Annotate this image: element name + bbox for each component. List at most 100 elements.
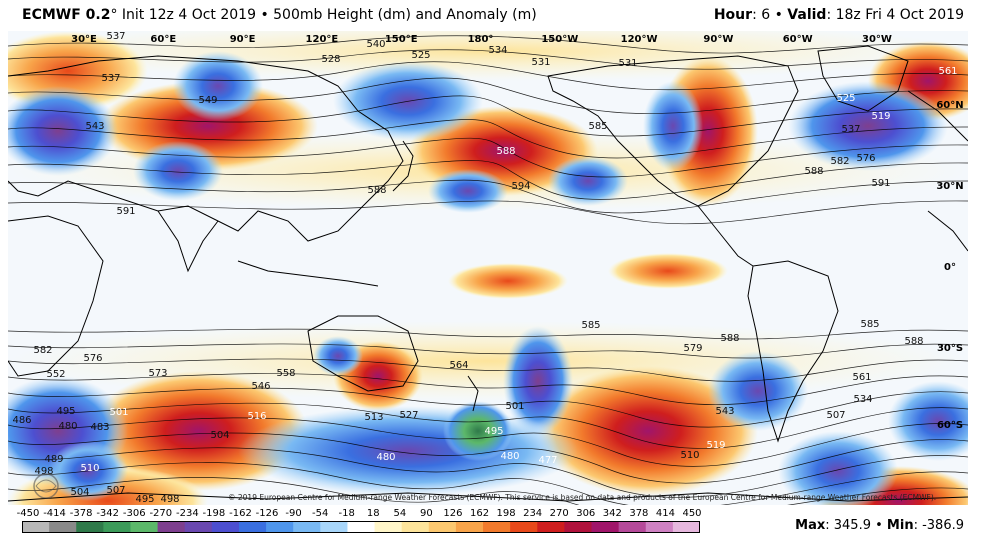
colorbar-swatch bbox=[22, 521, 50, 533]
colorbar-swatch bbox=[238, 521, 267, 533]
colorbar-tick-label: -18 bbox=[338, 508, 355, 519]
colorbar-tick-label: -270 bbox=[149, 508, 173, 519]
contour-label: 531 bbox=[618, 58, 637, 69]
contour-label: 585 bbox=[588, 121, 607, 132]
contour-label: 594 bbox=[511, 181, 530, 192]
valid-time: Hour: 6 • Valid: 18z Fri 4 Oct 2019 bbox=[714, 7, 964, 23]
colorbar-swatch bbox=[266, 521, 294, 533]
colorbar-swatch bbox=[618, 521, 647, 533]
colorbar-swatch bbox=[428, 521, 457, 533]
antarctica-outline bbox=[8, 492, 968, 502]
contour-label: 507 bbox=[826, 410, 845, 421]
colorbar-swatch bbox=[347, 521, 376, 533]
colorbar-tick-label: -234 bbox=[176, 508, 199, 519]
colorbar-tick-label: 162 bbox=[469, 508, 490, 519]
contour-label: 516 bbox=[247, 411, 266, 422]
colorbar-tick-label: -342 bbox=[96, 508, 120, 519]
contour-label: 552 bbox=[46, 369, 65, 380]
coastlines bbox=[8, 45, 968, 502]
colorbar-swatch bbox=[510, 521, 538, 533]
africa-outline bbox=[8, 215, 104, 377]
contour-label: 576 bbox=[856, 153, 875, 164]
colorbar-tick-label: 198 bbox=[496, 508, 516, 519]
contour-label: 519 bbox=[706, 440, 725, 451]
japan-outline bbox=[392, 140, 414, 192]
colorbar-swatch bbox=[672, 521, 700, 533]
colorbar-swatch bbox=[537, 521, 565, 533]
colorbar-tick-label: 414 bbox=[655, 508, 675, 519]
contour-label: 540 bbox=[366, 39, 385, 50]
colorbar-tick-label: 450 bbox=[682, 508, 702, 519]
model-name: ECMWF 0.2 bbox=[22, 7, 111, 23]
contour-label: 504 bbox=[70, 487, 89, 498]
contour-label: 591 bbox=[116, 206, 135, 217]
longitude-label: 30°E bbox=[71, 34, 97, 45]
map-title: ECMWF 0.2° Init 12z 4 Oct 2019 • 500mb H… bbox=[22, 7, 537, 23]
colorbar-swatch bbox=[157, 521, 186, 533]
indonesia-outline bbox=[237, 260, 379, 287]
colorbar-swatch bbox=[76, 521, 104, 533]
contour-label: 588 bbox=[804, 166, 823, 177]
hour-label: Hour bbox=[713, 7, 753, 23]
colorbar-tick-label: -414 bbox=[43, 508, 66, 519]
contour-label: 579 bbox=[683, 343, 702, 354]
colorbar-swatch bbox=[455, 521, 484, 533]
contour-label: 495 bbox=[484, 426, 503, 437]
latitude-label: 30°N bbox=[936, 181, 963, 192]
colorbar-tick-label: -198 bbox=[202, 508, 226, 519]
contour-label: 477 bbox=[538, 455, 557, 466]
colorbar-tick-label: 54 bbox=[393, 508, 407, 519]
latitude-label: 0° bbox=[944, 262, 956, 273]
south-america-outline bbox=[747, 260, 839, 443]
init-description: Init 12z 4 Oct 2019 • 500mb Height (dm) … bbox=[117, 7, 537, 23]
colorbar-tick-label: 270 bbox=[549, 508, 569, 519]
eurasia-outline bbox=[8, 55, 404, 242]
colorbar-swatch bbox=[645, 521, 674, 533]
contour-label: 504 bbox=[210, 430, 229, 441]
contour-label: 519 bbox=[871, 111, 890, 122]
north-america-outline bbox=[547, 55, 799, 207]
valid-value: : 18z Fri 4 Oct 2019 bbox=[826, 7, 964, 23]
colorbar-tick-label: 306 bbox=[576, 508, 596, 519]
longitude-label: 120°W bbox=[621, 34, 658, 45]
colorbar-swatch bbox=[483, 521, 511, 533]
longitude-label: 150°W bbox=[541, 34, 578, 45]
west-africa-outline bbox=[927, 210, 968, 252]
contour-label: 525 bbox=[836, 93, 855, 104]
max-min-stats: Max: 345.9 • Min: -386.9 bbox=[795, 518, 964, 533]
contour-label: 588 bbox=[720, 333, 739, 344]
colorbar-tick-label: 342 bbox=[602, 508, 622, 519]
colorbar-swatch bbox=[130, 521, 159, 533]
colorbar-swatch bbox=[374, 521, 403, 533]
contour-label: 588 bbox=[496, 146, 515, 157]
latitude-label: 60°N bbox=[936, 100, 963, 111]
colorbar-swatch bbox=[293, 521, 321, 533]
colorbar-tick-label: 378 bbox=[629, 508, 649, 519]
colorbar-tick-label: -126 bbox=[255, 508, 279, 519]
colorbar-tick-label: 18 bbox=[366, 508, 380, 519]
contour-label: 576 bbox=[83, 353, 102, 364]
colorbar-tick-label: 234 bbox=[523, 508, 543, 519]
valid-label: Valid bbox=[787, 7, 827, 23]
longitude-label: 180° bbox=[468, 34, 494, 45]
colorbar-swatch bbox=[103, 521, 131, 533]
colorbar-swatch bbox=[320, 521, 348, 533]
contour-label: 480 bbox=[58, 421, 77, 432]
contour-label: 527 bbox=[399, 410, 418, 421]
contour-label: 585 bbox=[581, 320, 600, 331]
australia-outline bbox=[307, 315, 419, 392]
longitude-label: 30°W bbox=[862, 34, 892, 45]
contour-label: 480 bbox=[500, 451, 519, 462]
central-america-outline bbox=[697, 205, 754, 267]
contour-label: 546 bbox=[251, 381, 270, 392]
max-label: Max bbox=[795, 518, 826, 533]
contour-label: 537 bbox=[101, 73, 120, 84]
colorbar-swatch bbox=[49, 521, 77, 533]
colorbar-tick-label: 90 bbox=[420, 508, 433, 519]
copyright-notice: © 2019 European Centre for Medium-range … bbox=[228, 493, 937, 502]
greenland-outline bbox=[817, 45, 909, 112]
contour-value-labels: 537 540 534 531 531 528 525 561 525 519 60°N 537 582… bbox=[12, 31, 963, 505]
colorbar-tick-label: -450 bbox=[16, 508, 40, 519]
contour-label: 525 bbox=[411, 50, 430, 61]
contour-label: 558 bbox=[276, 368, 295, 379]
